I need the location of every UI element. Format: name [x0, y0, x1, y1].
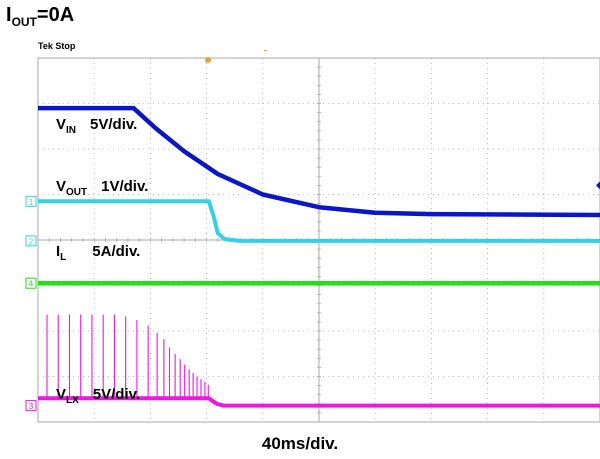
trigger-position-icon — [205, 57, 211, 63]
trace-vout — [38, 199, 600, 243]
traces — [38, 105, 600, 408]
marker-label: 1 — [29, 198, 34, 207]
trace-vlx — [38, 396, 600, 408]
channel-marker-ch2: 2 — [25, 235, 37, 247]
channel-marker-ch4: 4 — [25, 277, 37, 289]
vlx-label: VLX 5V/div. — [56, 386, 141, 406]
vin-label: VIN 5V/div. — [56, 116, 138, 136]
channel-marker-ch3: 3 — [25, 400, 37, 412]
vin-offscreen-arrow-icon — [596, 181, 600, 190]
channel-markers: 1 2 4 3 — [25, 181, 600, 412]
marker-box — [25, 277, 37, 289]
oscilloscope-plot: 1 2 4 3 — [25, 50, 600, 423]
scope-status: Tek Stop — [38, 41, 76, 51]
time-scale-label: 40ms/div. — [261, 434, 339, 453]
marker-box — [25, 400, 37, 412]
marker-box — [25, 235, 37, 247]
trigger-marker-icon — [264, 50, 267, 51]
channel-marker-ch1: 1 — [25, 195, 37, 207]
trace-vin — [38, 105, 600, 218]
marker-label: 3 — [29, 402, 34, 411]
marker-label: 2 — [29, 237, 34, 246]
graticule — [37, 57, 600, 423]
il-label: IL 5A/div. — [56, 243, 141, 263]
marker-label: 4 — [29, 280, 34, 289]
marker-box — [25, 195, 37, 207]
vout-label: VOUT 1V/div. — [56, 178, 149, 198]
trigger-bar — [205, 50, 267, 63]
figure-heading: IOUT=0A — [6, 4, 75, 29]
